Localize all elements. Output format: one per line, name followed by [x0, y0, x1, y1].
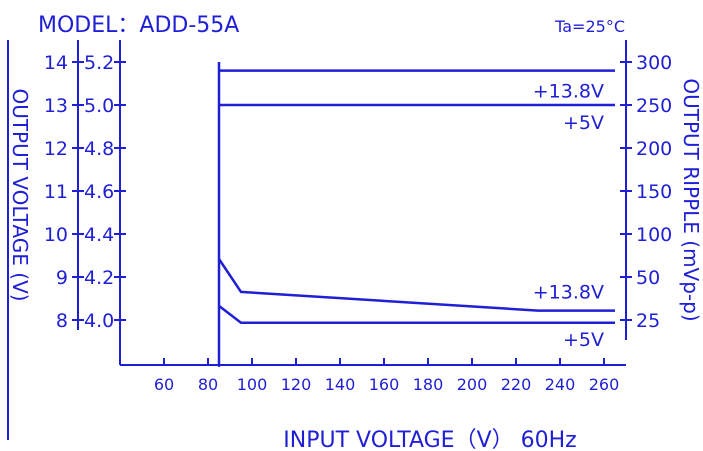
- outer-voltage-tick-label: 10: [44, 224, 68, 246]
- outer-voltage-tick-label: 9: [56, 267, 68, 289]
- inner-voltage-tick-label: 4.0: [84, 310, 114, 332]
- series-labels: +13.8V +5V +13.8V +5V: [533, 81, 604, 351]
- condition-label: Ta=25°C: [554, 17, 625, 36]
- ripple-tick-label: 100: [636, 224, 672, 246]
- x-tick-label: 120: [281, 375, 312, 394]
- ripple-tick-label: 300: [636, 52, 672, 74]
- x-tick-label: 220: [501, 375, 532, 394]
- ripple-line--5V: [218, 304, 615, 325]
- outer-voltage-tick-label: 12: [44, 138, 68, 160]
- inner-voltage-tick-label: 4.8: [84, 138, 114, 160]
- x-tick-label: 80: [198, 375, 218, 394]
- x-tick-label: 140: [325, 375, 356, 394]
- outer-voltage-tick-label: 8: [56, 310, 68, 332]
- chart-title: MODEL：ADD-55A: [38, 13, 239, 38]
- series-label: +5V: [563, 329, 604, 351]
- inner-voltage-tick-label: 4.2: [84, 267, 114, 289]
- ripple-tick-label: 200: [636, 138, 672, 160]
- x-tick-label: 100: [237, 375, 268, 394]
- ripple-tick-label: 50: [636, 267, 660, 289]
- series-label: +13.8V: [533, 282, 604, 304]
- outer-voltage-tick-label: 11: [44, 181, 68, 203]
- x-tick-label: 180: [413, 375, 444, 394]
- outer-voltage-tick-label: 14: [44, 52, 68, 74]
- x-tick-label: 260: [589, 375, 620, 394]
- x-tick-label: 200: [457, 375, 488, 394]
- x-axis-label: INPUT VOLTAGE（V） 60Hz: [283, 428, 576, 451]
- series-label: +13.8V: [533, 81, 604, 103]
- series-lines: [217, 62, 615, 367]
- y-axis-right-label: OUTPUT RIPPLE (mVp-p): [679, 78, 703, 321]
- ripple-tick-label: 250: [636, 95, 672, 117]
- inner-voltage-tick-label: 4.6: [84, 181, 114, 203]
- ripple-tick-label: 150: [636, 181, 672, 203]
- y-axis-left-label: OUTPUT VOLTAGE (V): [8, 88, 32, 301]
- outer-voltage-tick-label: 13: [44, 95, 68, 117]
- series-label: +5V: [563, 112, 604, 134]
- x-tick-label: 160: [369, 375, 400, 394]
- ripple-tick-label: 25: [636, 310, 660, 332]
- inner-voltage-tick-label: 5.2: [84, 52, 114, 74]
- x-tick-label: 240: [545, 375, 576, 394]
- ticks: 14 13 12 11 10 9 8 5.2 5.0 4.8 4.6 4.4 4.2 4.0 300 250 2…: [44, 52, 672, 394]
- ripple-line--13-8V: [217, 258, 615, 312]
- x-tick-label: 60: [154, 375, 174, 394]
- inner-voltage-tick-label: 4.4: [84, 224, 114, 246]
- inner-voltage-tick-label: 5.0: [84, 95, 114, 117]
